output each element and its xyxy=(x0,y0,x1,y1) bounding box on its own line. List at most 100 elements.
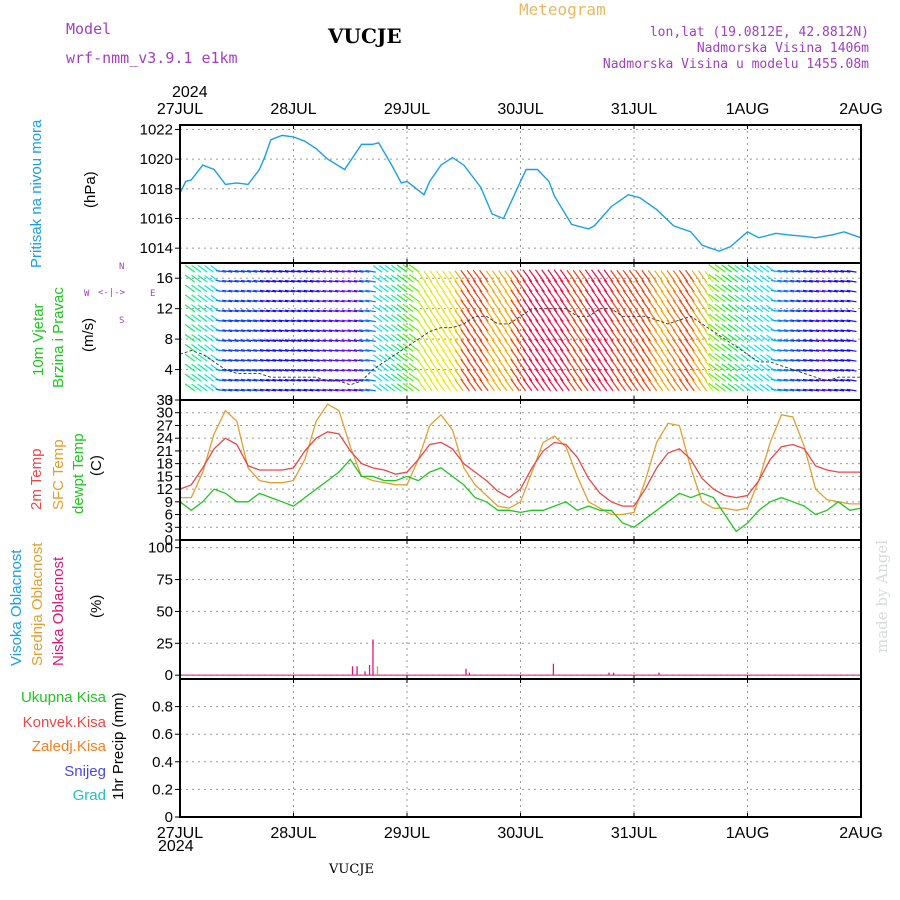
wind-barb xyxy=(384,274,395,283)
wind-barb xyxy=(485,300,495,313)
wind-barb xyxy=(448,329,458,342)
wind-barb xyxy=(840,378,851,382)
wind-barb xyxy=(498,309,508,322)
wind-barb xyxy=(834,339,845,342)
wind-barb xyxy=(516,378,527,392)
wind-barb xyxy=(396,323,408,332)
wind-barb xyxy=(666,339,676,352)
wind-barb xyxy=(770,289,782,293)
wind-barb xyxy=(777,368,788,372)
wind-barb xyxy=(790,329,801,333)
wind-barb xyxy=(472,349,483,362)
wind-barb xyxy=(448,280,458,293)
wind-barb xyxy=(572,378,583,392)
wind-barb xyxy=(840,289,851,293)
wind-barb xyxy=(429,359,439,372)
wind-barb xyxy=(708,303,720,313)
wind-barb xyxy=(666,359,676,372)
y-tick-label: 8 xyxy=(165,331,173,348)
altitude-label: Nadmorska Visina 1406m xyxy=(696,41,869,56)
wind-barb xyxy=(734,343,745,352)
wind-barb xyxy=(727,323,739,332)
wind-barb xyxy=(834,279,845,283)
wind-barb xyxy=(553,308,564,322)
wind-arrows xyxy=(184,264,857,392)
wind-barb xyxy=(303,289,314,293)
wind-barb xyxy=(553,328,564,342)
wind-barb xyxy=(402,274,414,283)
wind-barb xyxy=(278,299,289,303)
wind-barb xyxy=(391,314,402,323)
wind-barb xyxy=(341,339,351,342)
wind-barb xyxy=(372,275,383,283)
wind-barb xyxy=(479,269,489,283)
wind-barb xyxy=(510,279,520,293)
wind-barb xyxy=(727,333,739,342)
wind-barb xyxy=(316,378,326,382)
wind-barb xyxy=(335,289,345,293)
wind-barb xyxy=(197,304,208,313)
wind-barb xyxy=(704,369,714,382)
wind-barb xyxy=(402,353,414,362)
wind-barb xyxy=(417,330,427,342)
wind-barb xyxy=(417,290,427,303)
wind-barb xyxy=(597,358,608,372)
wind-barb xyxy=(616,349,626,362)
wind-barb xyxy=(491,369,502,382)
wind-barb xyxy=(572,358,583,372)
wind-barb xyxy=(747,314,757,323)
wind-barb xyxy=(485,369,495,382)
wind-barb xyxy=(240,269,252,273)
wind-barb xyxy=(547,299,558,313)
wind-barb xyxy=(472,339,483,352)
wind-barb xyxy=(672,289,683,303)
wind-barb xyxy=(479,279,489,293)
wind-barb xyxy=(597,348,608,362)
wind-barb xyxy=(396,274,408,283)
wind-barb xyxy=(704,300,714,313)
wind-barb xyxy=(622,378,633,392)
wind-barb xyxy=(417,270,427,283)
wind-barb xyxy=(815,339,826,342)
wind-barb xyxy=(309,378,320,382)
wind-barb xyxy=(408,283,420,293)
wind-barb xyxy=(622,309,633,322)
wind-barb xyxy=(522,338,533,352)
wind-barb xyxy=(222,329,233,333)
wind-barb xyxy=(802,368,813,372)
wind-barb xyxy=(316,309,326,313)
wind-barb xyxy=(379,354,389,362)
wind-barb xyxy=(460,329,470,342)
wind-barb xyxy=(297,279,308,283)
wind-barb xyxy=(222,319,233,323)
wind-barb xyxy=(827,299,838,303)
wind-barb xyxy=(740,373,751,382)
wind-barb xyxy=(423,300,433,313)
wind-barb xyxy=(603,308,614,322)
wind-barb xyxy=(553,289,564,303)
conv-rain-label: Konvek.Kisa xyxy=(22,713,106,731)
wind-barb xyxy=(222,299,233,303)
wind-barb xyxy=(516,279,527,293)
wind-barb xyxy=(572,319,583,332)
wind-barb xyxy=(234,378,245,382)
wind-barb xyxy=(408,293,420,303)
wind-barb xyxy=(809,299,820,303)
wind-barb xyxy=(408,323,420,332)
wind-barb xyxy=(714,274,726,283)
wind-barb xyxy=(215,299,227,303)
wind-barb xyxy=(402,283,414,293)
wind-barb xyxy=(379,344,389,352)
wind-barb xyxy=(303,349,314,352)
wind-barb xyxy=(328,289,339,293)
wind-barb xyxy=(616,319,626,332)
wind-barb xyxy=(316,359,326,362)
wind-barb xyxy=(727,383,739,392)
wind-barb xyxy=(341,329,351,333)
wind-barb xyxy=(303,309,314,313)
wind-barb xyxy=(460,358,470,372)
wind-barb xyxy=(685,289,695,303)
wind-barb xyxy=(770,368,782,372)
wind-barb xyxy=(423,359,433,372)
wind-barb xyxy=(654,359,664,372)
